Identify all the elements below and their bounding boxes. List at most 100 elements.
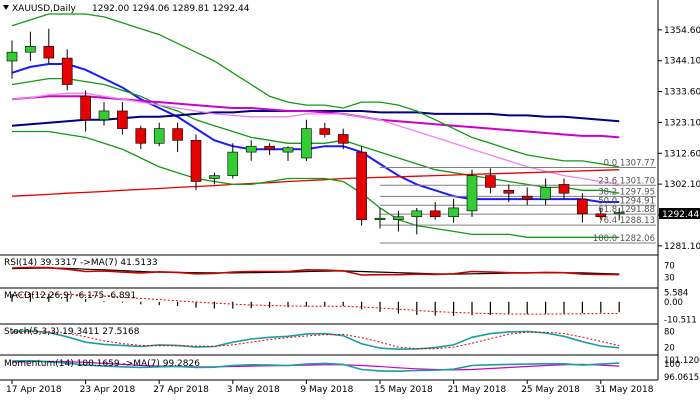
macd-tick-label: 5.584 xyxy=(664,288,688,298)
fib-level-label: 76.4 1288.13 xyxy=(598,216,655,226)
y-tick-label: 1302.10 xyxy=(664,180,700,190)
candle-body xyxy=(98,110,110,121)
symbol-label: XAUUSD,Daily xyxy=(12,4,76,14)
candle-body xyxy=(264,145,275,150)
y-tick-label: 1323.10 xyxy=(664,118,700,128)
candle-body xyxy=(282,147,294,153)
ma-line-bb-upper xyxy=(11,13,620,168)
momentum-tick-label: 96.0615 xyxy=(664,373,699,383)
momentum-label: Momentum(14) 100.1659 ->MA(7) 99.2826 xyxy=(4,359,200,369)
candle-body xyxy=(80,95,91,121)
ohlc-readout: 1292.00 1294.06 1289.81 1292.44 xyxy=(92,4,250,14)
x-tick-label: 17 Apr 2018 xyxy=(6,385,62,395)
candle-body xyxy=(117,110,128,129)
moving-average-layer xyxy=(11,13,620,238)
candle-body xyxy=(25,46,36,53)
x-tick-label: 27 Apr 2018 xyxy=(153,385,209,395)
x-tick-label: 3 May 2018 xyxy=(227,385,280,395)
candle-body xyxy=(61,57,73,85)
fib-level-label: 23.6 1301.70 xyxy=(598,176,655,186)
rsi-line xyxy=(11,266,620,276)
candle-body xyxy=(6,51,18,62)
stoch-panel: 80 20 xyxy=(11,327,675,354)
rsi-tick-label: 70 xyxy=(664,262,675,272)
rsi-label: RSI(14) 39.3317 ->MA(7) 41.5133 xyxy=(4,258,158,268)
candle-layer xyxy=(6,28,625,235)
y-tick-label: 1344.10 xyxy=(664,57,700,67)
last-price-label: 1292.44 xyxy=(662,210,699,220)
candle-body xyxy=(595,213,607,218)
macd-signal-line xyxy=(11,293,620,315)
fib-level-label: 50.0 1294.91 xyxy=(598,196,655,206)
candle-body xyxy=(153,128,165,144)
stoch-tick-label: 20 xyxy=(664,344,675,354)
candle-body xyxy=(245,145,257,153)
x-tick-label: 9 May 2018 xyxy=(300,385,353,395)
candle-body xyxy=(485,175,496,188)
ma-line-blue xyxy=(11,63,620,203)
last-price-badge xyxy=(659,208,700,219)
momentum-ma-line xyxy=(11,360,620,371)
ma-line-red xyxy=(11,169,620,197)
fib-level-label: 61.8 1291.88 xyxy=(598,205,655,215)
candle-body xyxy=(190,140,202,182)
candle-body xyxy=(43,46,55,59)
ma-line-bb-lower xyxy=(12,130,620,238)
fib-level-label: 100.0 1282.06 xyxy=(593,234,655,244)
momentum-tick-label: 100 xyxy=(664,360,680,370)
candle-body xyxy=(466,175,478,212)
y-tick-label: 1333.60 xyxy=(664,88,700,98)
macd-tick-label: -10.511 xyxy=(664,315,697,325)
candle-body xyxy=(613,212,625,215)
candle-body xyxy=(448,207,459,218)
candle-body xyxy=(540,187,551,200)
x-tick-label: 23 Apr 2018 xyxy=(80,385,136,395)
candle-body xyxy=(135,128,147,144)
stoch-tick-label: 80 xyxy=(664,327,675,337)
candle-body xyxy=(209,175,220,179)
x-tick-label: 25 May 2018 xyxy=(521,385,580,395)
candle-body xyxy=(172,128,183,141)
candle-body xyxy=(521,195,533,200)
ma-line-green xyxy=(11,77,620,194)
candle-body xyxy=(374,217,386,220)
candle-body xyxy=(503,189,515,194)
candle-body xyxy=(577,198,588,215)
candle-body xyxy=(411,210,423,218)
macd-tick-label: 0.00 xyxy=(664,298,683,308)
momentum-panel: 101.1206100 96.0615 xyxy=(11,356,700,383)
y-tick-label: 1281.10 xyxy=(664,242,700,252)
momentum-line xyxy=(11,359,620,373)
stoch-k-line xyxy=(11,330,620,351)
candle-body xyxy=(393,216,404,220)
candle-body xyxy=(337,134,349,144)
candle-body xyxy=(227,151,239,176)
rsi-tick-label: 30 xyxy=(664,273,675,283)
candle-body xyxy=(429,210,441,218)
collapse-arrow-icon[interactable] xyxy=(3,5,9,10)
candle-body xyxy=(319,128,331,135)
fib-level-label: 0.0 1307.77 xyxy=(604,158,655,168)
fib-level-label: 38.2 1297.95 xyxy=(598,187,655,197)
y-tick-label: 1354.60 xyxy=(664,26,700,36)
x-axis-labels: 17 Apr 2018 23 Apr 2018 27 Apr 2018 3 May 2… xyxy=(6,380,654,395)
candle-body xyxy=(558,184,570,194)
x-tick-label: 15 May 2018 xyxy=(374,385,433,395)
x-tick-label: 21 May 2018 xyxy=(448,385,507,395)
candle-body xyxy=(356,151,367,220)
stoch-label: Stoch(5,3,3) 19.3411 27.5168 xyxy=(4,327,140,337)
stoch-d-line xyxy=(11,331,620,350)
y-tick-label: 1312.60 xyxy=(664,149,700,159)
ma-line-magenta xyxy=(11,95,620,139)
candle-body xyxy=(301,128,312,159)
ma-line-violet xyxy=(11,92,620,186)
momentum-tick-label: 101.1206 xyxy=(664,356,700,366)
macd-label: MACD(12,26,9) -6.175 -6.891 xyxy=(4,291,136,301)
x-tick-label: 31 May 2018 xyxy=(595,385,654,395)
y-axis-labels: 1354.60 1344.10 1333.60 1323.10 1312.60 1302.… xyxy=(658,26,700,252)
